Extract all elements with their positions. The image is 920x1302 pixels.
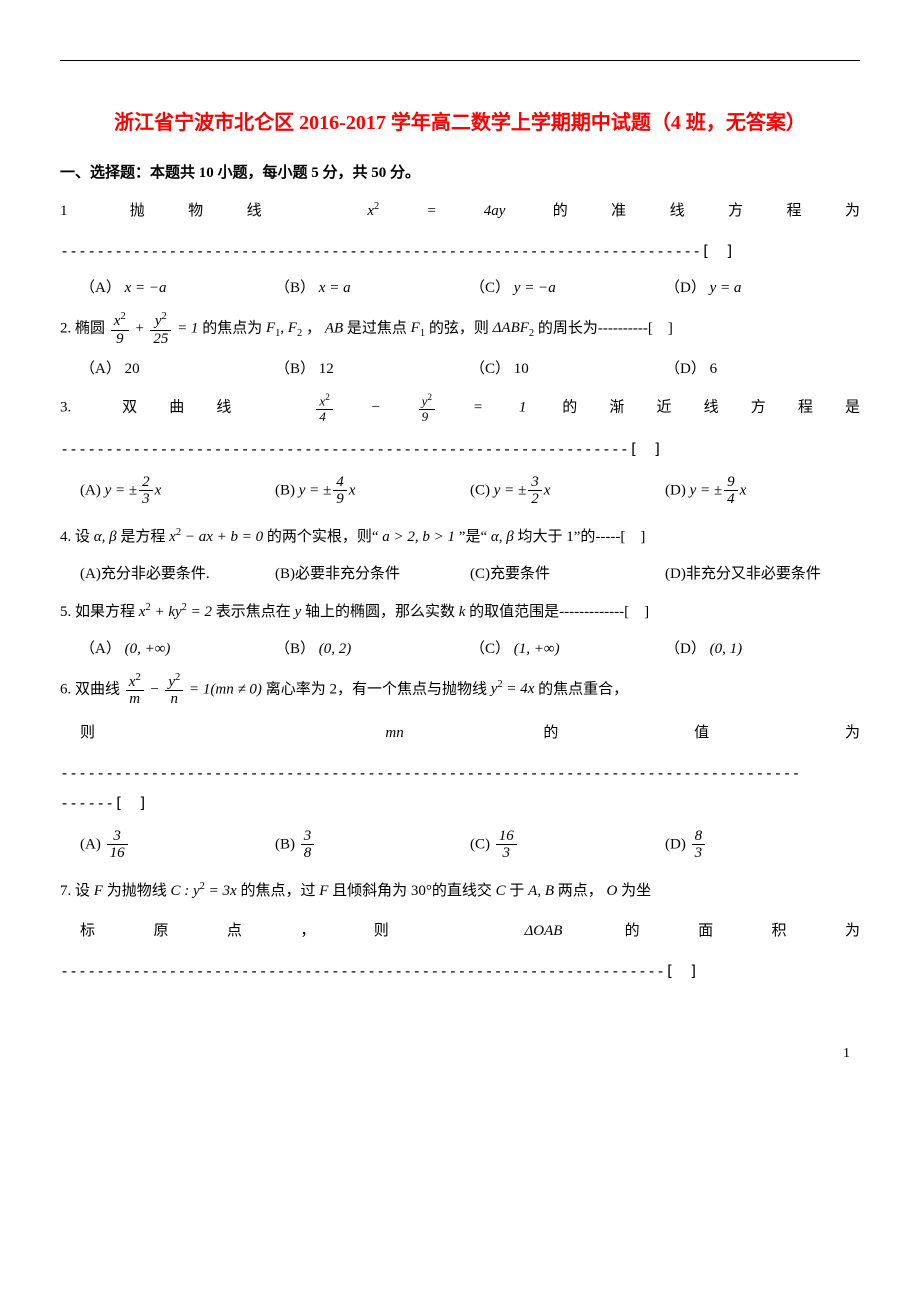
q5-optD: （D） (0, 1) (665, 637, 860, 658)
q6-options: (A) 316 (B) 38 (C) 163 (D) 83 (60, 828, 860, 862)
question-1: 1 抛物线 x2 = 4ay 的准线方程为 (60, 196, 860, 226)
q6-dash: ----------------------------------------… (60, 758, 860, 818)
q2-optC: （C） 10 (470, 357, 665, 378)
question-5: 5. 如果方程 x2 + ky2 = 2 表示焦点在 y 轴上的椭圆，那么实数 … (60, 597, 860, 627)
q4-optD: (D)非充分又非必要条件 (665, 562, 860, 583)
question-6: 6. 双曲线 x2m − y2n = 1(mn ≠ 0) 离心率为 2，有一个焦… (60, 672, 860, 708)
q7-line2: 标原点，则 ΔOAB 的面积为 (60, 916, 860, 946)
q4-optC: (C)充要条件 (470, 562, 665, 583)
q5-options: （A） (0, +∞) （B） (0, 2) （C） (1, +∞) （D） (… (60, 637, 860, 658)
q4-optB: (B)必要非充分条件 (275, 562, 470, 583)
question-7: 7. 设 F 为抛物线 C : y2 = 3x 的焦点，过 F 且倾斜角为 30… (60, 876, 860, 906)
q1-dash: ----------------------------------------… (60, 236, 860, 266)
q1-eq: x2 = 4ay (367, 203, 505, 219)
top-rule (60, 60, 860, 61)
q5-optA: （A） (0, +∞) (80, 637, 275, 658)
q6-optB: (B) 38 (275, 828, 470, 862)
q6-optA: (A) 316 (80, 828, 275, 862)
document-title: 浙江省宁波市北仑区 2016-2017 学年高二数学上学期期中试题（4 班，无答… (60, 101, 860, 145)
page-number: 1 (60, 1046, 860, 1062)
q1-options: （A） x = −a （B） x = a （C） y = −a （D） y = … (60, 276, 860, 297)
q4-optA: (A)充分非必要条件. (80, 562, 275, 583)
q1-optA: （A） x = −a (80, 276, 275, 297)
q1-optB: （B） x = a (275, 276, 470, 297)
q5-optC: （C） (1, +∞) (470, 637, 665, 658)
q1-pre: 抛物线 (130, 203, 305, 219)
q1-num: 1 (60, 203, 68, 219)
q1-optD: （D） y = a (665, 276, 860, 297)
q1-post: 的准线方程为 (553, 203, 860, 219)
question-3: 3. 双曲线 x24 − y29 = 1 的渐近线方程是 (60, 392, 860, 424)
q6-line2: 则 mn 的值为 (60, 718, 860, 748)
q5-optB: （B） (0, 2) (275, 637, 470, 658)
q6-optD: (D) 83 (665, 828, 860, 862)
q2-options: （A） 20 （B） 12 （C） 10 （D） 6 (60, 357, 860, 378)
q2-optD: （D） 6 (665, 357, 860, 378)
q4-options: (A)充分非必要条件. (B)必要非充分条件 (C)充要条件 (D)非充分又非必… (60, 562, 860, 583)
q3-optB: (B) y = ±49x (275, 474, 470, 508)
q6-optC: (C) 163 (470, 828, 665, 862)
q3-optC: (C) y = ±32x (470, 474, 665, 508)
q2-optB: （B） 12 (275, 357, 470, 378)
question-2: 2. 椭圆 x29 + y225 = 1 的焦点为 F1, F2 ， AB 是过… (60, 311, 860, 347)
q2-optA: （A） 20 (80, 357, 275, 378)
q3-optD: (D) y = ±94x (665, 474, 860, 508)
q7-dash: ----------------------------------------… (60, 956, 860, 986)
q3-options: (A) y = ±23x (B) y = ±49x (C) y = ±32x (… (60, 474, 860, 508)
q3-optA: (A) y = ±23x (80, 474, 275, 508)
question-4: 4. 设 α, β 是方程 x2 − ax + b = 0 的两个实根，则“ a… (60, 522, 860, 552)
q1-optC: （C） y = −a (470, 276, 665, 297)
q3-dash: ----------------------------------------… (60, 434, 860, 464)
section-1-heading: 一、选择题：本题共 10 小题，每小题 5 分，共 50 分。 (60, 161, 860, 182)
